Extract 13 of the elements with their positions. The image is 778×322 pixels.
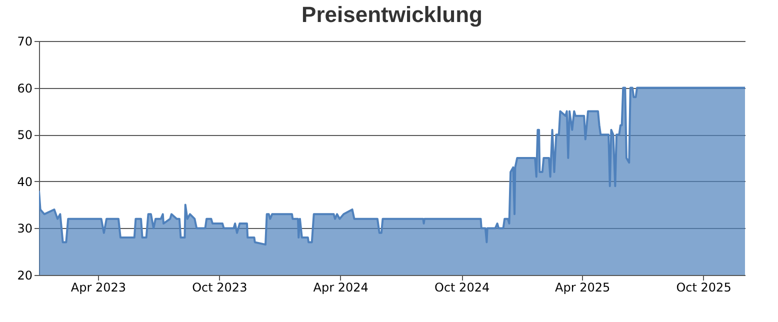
chart-title: Preisentwicklung [302, 2, 482, 27]
x-tick-label: Oct 2024 [434, 280, 490, 294]
y-tick-label: 60 [17, 81, 32, 96]
y-tick-label: 70 [17, 34, 32, 48]
x-tick-label: Oct 2023 [192, 280, 248, 294]
x-tick-label: Apr 2024 [313, 280, 368, 294]
y-tick-label: 20 [17, 268, 32, 282]
y-tick-label: 30 [17, 222, 32, 236]
y-tick-label: 50 [17, 128, 32, 142]
y-tick-label: 40 [17, 174, 32, 189]
x-tick-label: Apr 2023 [70, 280, 126, 294]
x-tick-label: Oct 2025 [676, 280, 732, 294]
x-tick-label: Apr 2025 [555, 280, 610, 294]
